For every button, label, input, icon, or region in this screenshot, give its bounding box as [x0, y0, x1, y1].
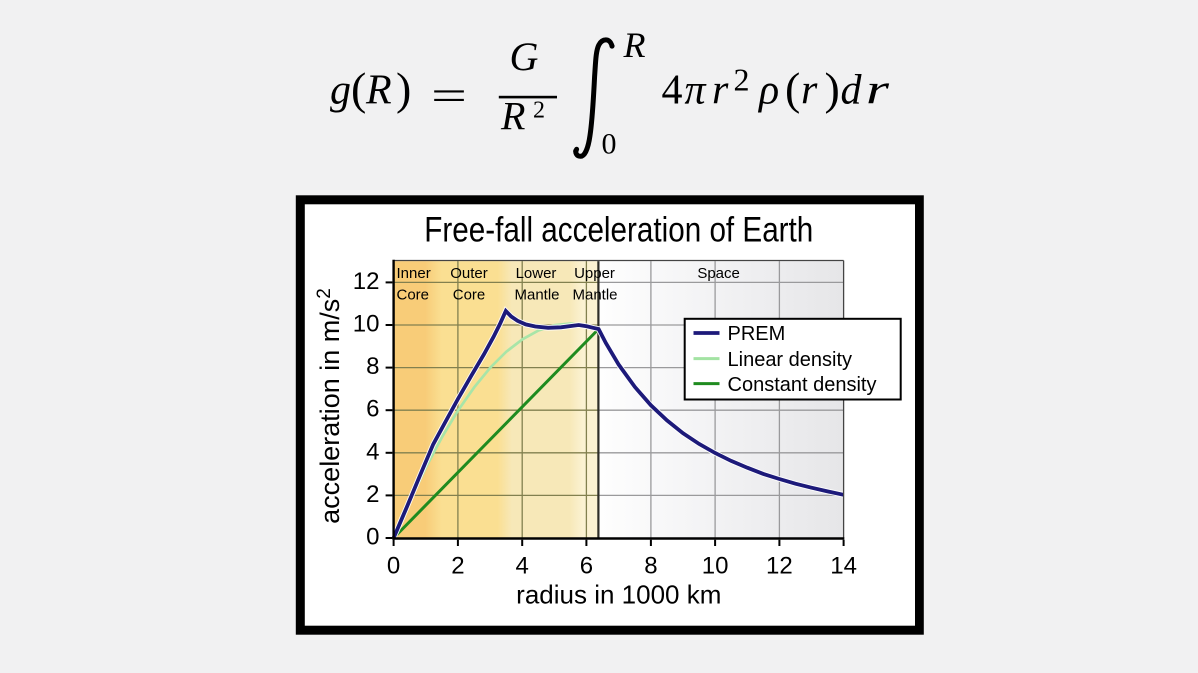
svg-text:Space: Space — [697, 265, 740, 282]
svg-text:Constant density: Constant density — [728, 374, 877, 396]
svg-text:Lower: Lower — [516, 265, 557, 282]
svg-text:6: 6 — [580, 553, 593, 580]
svg-text:6: 6 — [366, 396, 379, 423]
svg-text:8: 8 — [366, 353, 379, 380]
svg-text:Linear density: Linear density — [728, 349, 853, 371]
svg-text:4: 4 — [662, 68, 683, 114]
svg-text:r: r — [712, 68, 729, 114]
svg-text:10: 10 — [702, 553, 729, 580]
svg-text:Mantle: Mantle — [514, 287, 559, 304]
svg-text:): ) — [825, 63, 840, 114]
svg-text:(: ( — [351, 63, 366, 114]
svg-text:Upper: Upper — [574, 265, 615, 282]
svg-text:4: 4 — [366, 438, 379, 465]
svg-text:2: 2 — [366, 481, 379, 508]
svg-text:2: 2 — [734, 62, 750, 98]
svg-text:8: 8 — [644, 553, 657, 580]
svg-text:10: 10 — [353, 311, 380, 338]
svg-text:=: = — [431, 74, 467, 120]
svg-text:R: R — [623, 25, 646, 65]
svg-text:π: π — [685, 68, 707, 114]
svg-text:Outer: Outer — [450, 265, 488, 282]
svg-text:2: 2 — [533, 98, 545, 124]
svg-text:Free-fall acceleration of Eart: Free-fall acceleration of Earth — [424, 211, 813, 250]
svg-text:4: 4 — [516, 553, 529, 580]
svg-text:d: d — [841, 68, 863, 114]
svg-text:(: ( — [785, 63, 800, 114]
svg-text:acceleration in m/s2: acceleration in m/s2 — [314, 288, 345, 524]
svg-text:g: g — [330, 68, 351, 114]
svg-text:r: r — [801, 68, 818, 114]
svg-text:radius in 1000 km: radius in 1000 km — [516, 580, 721, 610]
svg-text:G: G — [510, 34, 539, 79]
svg-text:Core: Core — [397, 287, 430, 304]
svg-text:0: 0 — [387, 553, 400, 580]
svg-text:0: 0 — [602, 128, 617, 161]
svg-text:2: 2 — [451, 553, 464, 580]
svg-text:12: 12 — [353, 268, 380, 295]
svg-text:): ) — [396, 63, 411, 114]
svg-text:12: 12 — [766, 553, 793, 580]
svg-text:14: 14 — [830, 553, 857, 580]
svg-text:R: R — [365, 68, 392, 114]
svg-text:Mantle: Mantle — [572, 287, 617, 304]
svg-text:ρ: ρ — [757, 68, 779, 114]
svg-text:R: R — [500, 94, 525, 139]
svg-text:Inner: Inner — [397, 265, 431, 282]
svg-text:0: 0 — [366, 524, 379, 551]
svg-text:Core: Core — [453, 287, 486, 304]
svg-text:PREM: PREM — [728, 323, 786, 345]
svg-text:r: r — [866, 68, 890, 114]
